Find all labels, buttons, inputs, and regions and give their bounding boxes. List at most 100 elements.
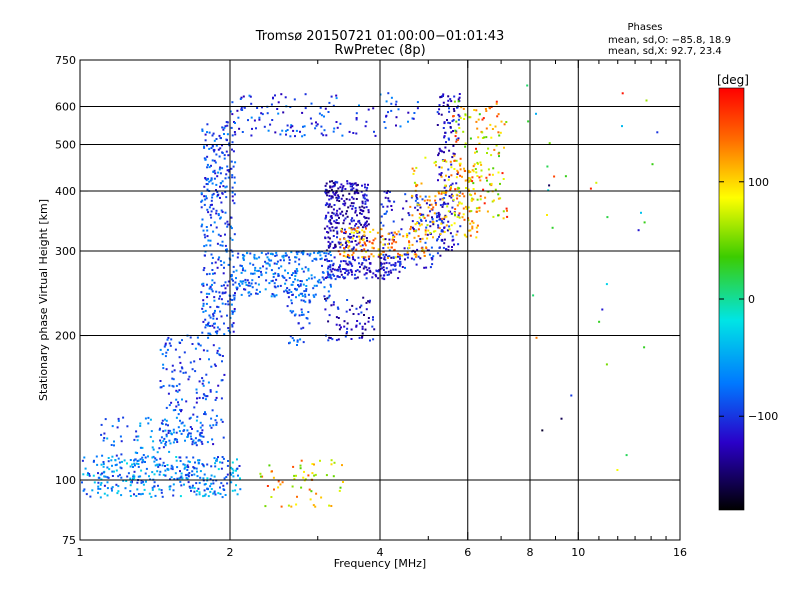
data-point — [435, 164, 437, 167]
data-point — [283, 259, 285, 262]
data-point — [148, 492, 151, 495]
data-point — [382, 238, 385, 241]
data-point — [433, 161, 436, 164]
data-point — [352, 197, 355, 200]
data-point — [367, 209, 370, 212]
data-point — [456, 215, 459, 218]
data-point — [165, 406, 168, 409]
data-point — [420, 223, 423, 226]
data-point — [149, 418, 152, 421]
data-point — [250, 272, 253, 275]
data-point — [358, 322, 361, 325]
data-point — [454, 135, 457, 138]
data-point — [209, 306, 212, 309]
data-point — [195, 493, 198, 496]
chart-subtitle: RwPretec (8p) — [334, 43, 425, 58]
data-point — [472, 221, 475, 224]
data-point — [449, 210, 452, 213]
data-point — [175, 398, 178, 401]
data-point — [189, 486, 192, 489]
data-point — [422, 215, 425, 218]
data-point — [435, 203, 437, 206]
data-point — [341, 464, 343, 467]
data-point — [365, 120, 368, 123]
data-point — [224, 190, 227, 193]
data-point — [412, 228, 415, 231]
data-point — [491, 173, 494, 176]
data-point — [288, 262, 291, 265]
data-point — [287, 272, 289, 275]
data-point — [328, 504, 331, 507]
data-point — [119, 435, 122, 438]
data-point — [300, 299, 303, 302]
data-point — [97, 472, 99, 475]
data-point — [202, 495, 205, 498]
data-point — [289, 135, 292, 138]
data-point — [226, 314, 228, 317]
data-point — [157, 465, 160, 468]
data-point — [346, 322, 349, 325]
data-point — [178, 356, 181, 359]
data-point — [304, 293, 307, 296]
data-point — [246, 251, 249, 254]
data-point — [467, 219, 470, 222]
data-point — [147, 422, 150, 425]
data-point — [499, 131, 502, 134]
data-point — [452, 119, 455, 122]
data-point — [162, 385, 165, 387]
data-point — [346, 240, 349, 242]
data-point — [397, 230, 400, 233]
data-point — [151, 471, 154, 474]
data-point — [305, 288, 308, 291]
data-point — [319, 254, 322, 257]
data-point — [399, 125, 402, 128]
data-point — [188, 461, 191, 463]
data-point — [163, 345, 166, 348]
data-point — [342, 194, 345, 197]
data-point — [271, 293, 274, 295]
data-point — [472, 182, 475, 185]
data-point — [241, 269, 244, 272]
data-point — [206, 349, 209, 352]
data-point — [171, 384, 174, 387]
data-point — [211, 324, 214, 327]
data-point — [445, 215, 448, 218]
data-point — [458, 187, 461, 190]
data-point — [442, 101, 445, 104]
data-point — [101, 454, 104, 457]
data-point — [97, 485, 100, 488]
data-point — [212, 170, 215, 173]
data-point — [294, 135, 296, 138]
data-point — [231, 101, 234, 104]
data-point — [231, 141, 234, 144]
data-point — [289, 335, 292, 338]
data-point — [200, 225, 203, 228]
data-point — [212, 192, 215, 195]
data-point — [290, 505, 293, 508]
data-point — [102, 465, 105, 468]
data-point — [215, 138, 218, 140]
data-point — [212, 230, 215, 233]
data-point — [348, 256, 351, 259]
data-point — [141, 492, 144, 495]
data-point — [328, 204, 331, 207]
data-point — [206, 166, 209, 169]
data-point — [294, 260, 297, 263]
data-point — [230, 216, 233, 219]
data-point — [247, 119, 249, 122]
data-point — [129, 490, 132, 493]
data-point — [169, 442, 172, 445]
data-point — [314, 293, 317, 296]
data-point — [484, 108, 487, 110]
data-point — [167, 429, 170, 432]
data-point — [390, 96, 393, 99]
data-point — [387, 199, 390, 202]
data-point — [483, 136, 486, 139]
data-point — [322, 271, 325, 274]
data-point — [268, 282, 271, 285]
data-point — [329, 254, 332, 257]
data-point — [351, 240, 353, 243]
data-point — [223, 133, 225, 135]
data-point — [202, 284, 205, 287]
data-point — [320, 496, 323, 499]
